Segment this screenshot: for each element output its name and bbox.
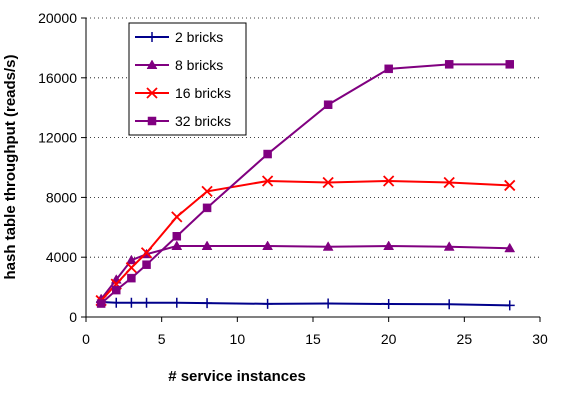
series-line-8-bricks: [100, 244, 510, 300]
y-tick-label: 12000: [38, 130, 77, 146]
data-point-8-bricks: [504, 242, 516, 253]
legend-entry-32-bricks: 32 bricks: [135, 113, 231, 129]
x-tick-label: 0: [82, 331, 90, 347]
x-tick-label: 30: [532, 331, 548, 347]
data-point-2-bricks: [126, 297, 137, 308]
series-16-bricks: [95, 175, 516, 307]
series-line-16-bricks: [100, 179, 510, 302]
y-tick-label: 8000: [46, 189, 77, 205]
legend-entry-2-bricks: 2 bricks: [135, 29, 223, 45]
data-point-2-bricks: [504, 300, 515, 311]
data-point-16-bricks: [261, 175, 274, 187]
data-point-2-bricks: [171, 297, 182, 308]
legend-box: [128, 22, 247, 136]
data-point-8-bricks: [171, 240, 183, 250]
data-point-32-bricks: [96, 299, 106, 308]
legend-marker: [146, 87, 158, 99]
data-point-2-bricks: [444, 299, 455, 310]
data-point-16-bricks: [443, 176, 455, 189]
legend-marker: [147, 32, 157, 42]
data-point-16-bricks: [322, 176, 334, 189]
data-point-8-bricks: [125, 254, 137, 265]
y-tick-label: 20000: [38, 10, 77, 26]
legend-label: 2 bricks: [175, 29, 223, 45]
data-point-2-bricks: [262, 298, 273, 309]
data-point-2-bricks: [383, 298, 394, 309]
data-point-16-bricks: [201, 185, 213, 198]
data-point-32-bricks: [323, 100, 333, 109]
data-point-8-bricks: [322, 241, 334, 251]
legend-entry-8-bricks: 8 bricks: [135, 57, 223, 73]
data-point-8-bricks: [443, 241, 455, 251]
data-point-32-bricks: [127, 273, 136, 283]
series-2-bricks: [96, 297, 515, 311]
x-tick-label: 20: [381, 331, 397, 347]
data-point-32-bricks: [172, 232, 182, 241]
legend-label: 32 bricks: [175, 113, 231, 129]
data-point-16-bricks: [125, 262, 138, 274]
legend: 2 bricks 8 bricks 16 bricks 32 bricks: [128, 22, 247, 136]
data-point-16-bricks: [171, 211, 183, 223]
data-point-32-bricks: [444, 60, 454, 69]
legend-marker: [146, 59, 158, 69]
x-tick-label: 10: [230, 331, 246, 347]
data-point-32-bricks: [505, 60, 514, 69]
series-32-bricks: [96, 60, 514, 308]
data-point-32-bricks: [384, 64, 393, 74]
data-point-32-bricks: [112, 285, 121, 295]
data-point-16-bricks: [140, 247, 153, 259]
legend-label: 16 bricks: [175, 85, 231, 101]
data-point-2-bricks: [202, 298, 213, 309]
y-tick-label: 16000: [38, 70, 77, 86]
data-point-16-bricks: [383, 175, 395, 187]
y-tick-label: 4000: [46, 249, 77, 265]
series-8-bricks: [95, 240, 516, 304]
legend-label: 8 bricks: [175, 57, 223, 73]
data-point-16-bricks: [504, 179, 516, 192]
data-point-8-bricks: [201, 240, 213, 250]
legend-marker: [147, 116, 157, 126]
data-point-32-bricks: [142, 260, 151, 269]
data-point-8-bricks: [262, 240, 274, 250]
x-tick-label: 15: [305, 331, 321, 347]
series-group: [95, 60, 516, 311]
data-point-32-bricks: [263, 149, 272, 159]
data-point-8-bricks: [383, 240, 395, 250]
x-tick-label: 5: [158, 331, 166, 347]
x-axis-title: # service instances: [168, 368, 306, 385]
x-tick-label: 25: [457, 331, 473, 347]
y-axis-title: hash table throughput (reads/s): [2, 54, 19, 279]
data-point-2-bricks: [141, 297, 152, 308]
data-point-2-bricks: [111, 297, 122, 308]
data-point-32-bricks: [202, 203, 212, 213]
axes: 0 4000 8000 12000 16000 20000 0 5 10 15 20 25 30: [38, 10, 548, 347]
legend-entry-16-bricks: 16 bricks: [135, 85, 231, 101]
data-point-2-bricks: [323, 298, 334, 309]
y-tick-label: 0: [69, 309, 77, 325]
